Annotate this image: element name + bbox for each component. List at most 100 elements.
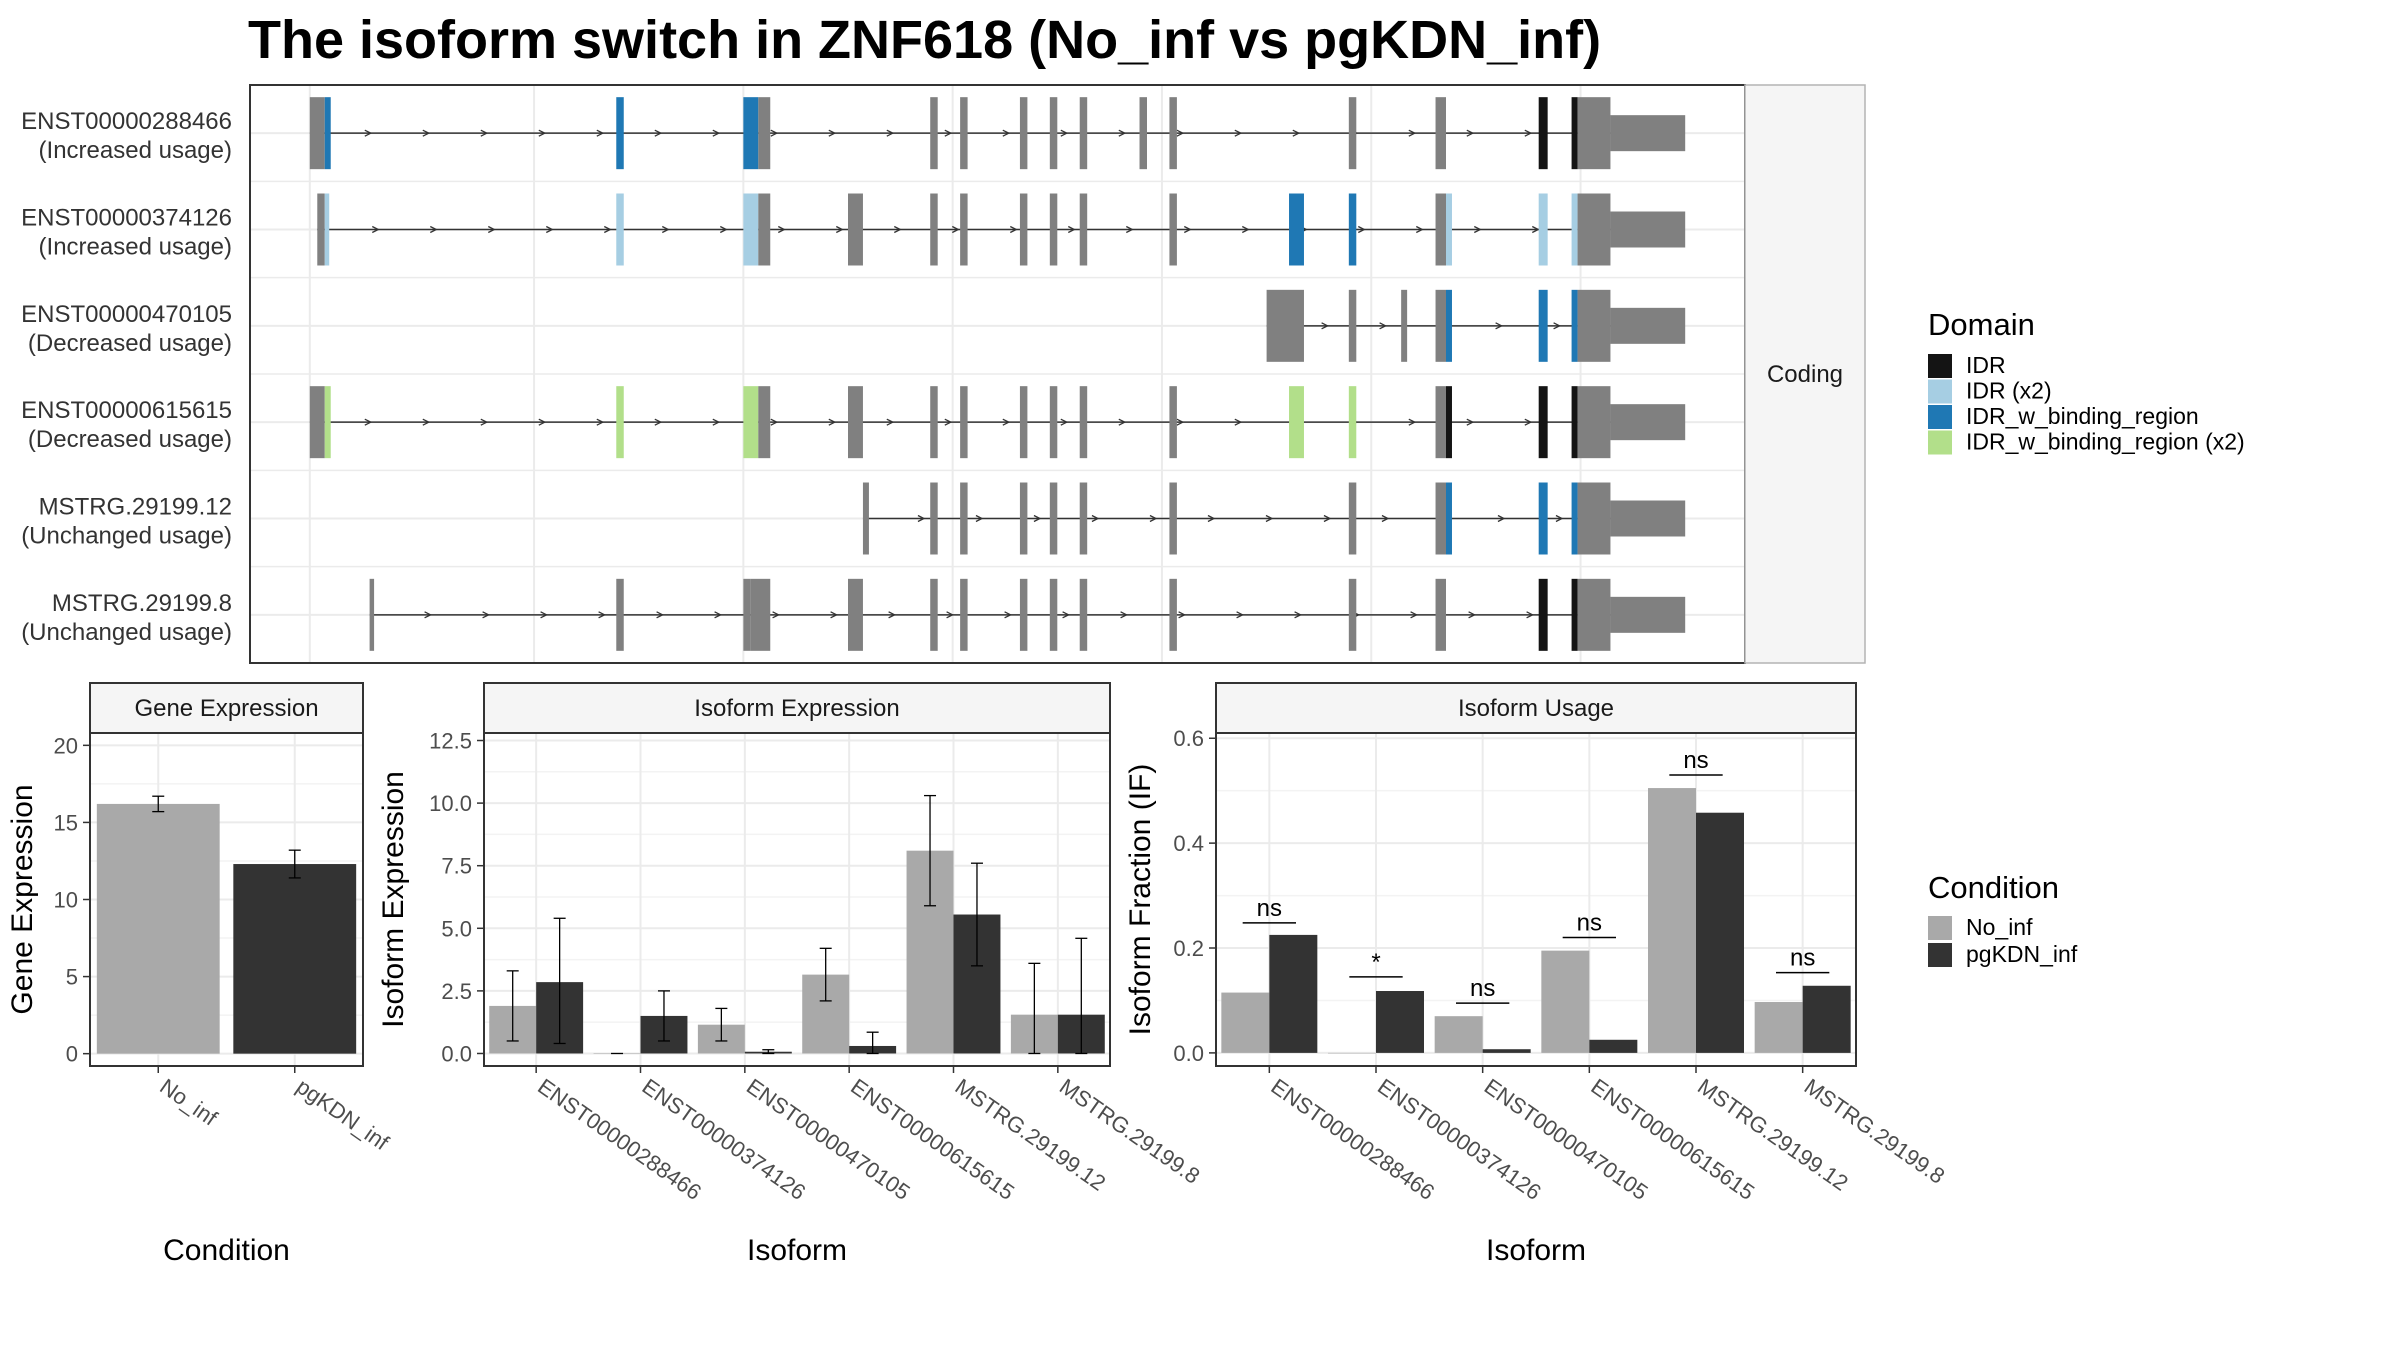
intron-arrow: [1234, 129, 1243, 137]
domain-legend-label: IDR_w_binding_region (x2): [1966, 429, 2245, 455]
y-tick-label: 12.5: [429, 729, 472, 754]
isoform-usage-label: (Increased usage): [39, 137, 232, 164]
intron-arrow: [1415, 225, 1424, 234]
exon-block: [1169, 386, 1177, 459]
isoform-track: [250, 565, 1745, 651]
intron-arrow: [1468, 611, 1477, 619]
bar: [1754, 1002, 1803, 1053]
utr-block: [1610, 211, 1686, 248]
domain-block: [616, 386, 624, 459]
y-tick-label: 0.0: [1173, 1041, 1204, 1066]
y-tick-label: 0.4: [1173, 831, 1204, 856]
exon-block: [960, 97, 968, 170]
intron-arrow: [1410, 611, 1419, 619]
exon-block: [1169, 578, 1177, 651]
significance-label: ns: [1257, 895, 1282, 922]
exon-block: [616, 578, 624, 651]
isoform-usage-label: (Unchanged usage): [21, 619, 232, 646]
exon-block: [930, 193, 938, 266]
y-tick-label: 5.0: [441, 916, 472, 941]
y-axis-title: Isoform Expression: [377, 771, 410, 1028]
intron-arrow: [1176, 418, 1185, 426]
exon-block: [743, 578, 751, 651]
isoform-track: [250, 276, 1745, 362]
isoform-expression-chart: 0.02.55.07.510.012.5ENST00000288466ENST0…: [377, 682, 1205, 1267]
domain-block: [1289, 386, 1304, 459]
bar: [1269, 934, 1318, 1053]
domain-block: [1289, 193, 1304, 266]
exon-block: [930, 386, 938, 459]
domain-block: [1348, 386, 1357, 459]
domain-legend-label: IDR (x2): [1966, 378, 2052, 404]
exon-block: [758, 193, 771, 266]
x-axis-title: Isoform: [747, 1234, 847, 1267]
intron-arrow: [661, 225, 670, 234]
y-tick-label: 0: [66, 1042, 78, 1067]
exon-block: [1079, 193, 1088, 266]
intron-arrow: [538, 418, 547, 426]
intron-arrow: [1002, 129, 1011, 137]
condition-legend-swatch: [1928, 916, 1952, 940]
intron-arrow: [770, 129, 779, 137]
domain-legend-title: Domain: [1928, 307, 2035, 342]
intron-arrow: [1379, 322, 1388, 330]
exon-block: [309, 386, 325, 459]
domain-legend-swatch: [1928, 354, 1952, 378]
intron-arrow: [422, 129, 431, 137]
domain-legend-swatch: [1928, 405, 1952, 429]
intron-arrow: [772, 611, 781, 619]
y-tick-label: 5: [66, 965, 78, 990]
y-tick-label: 2.5: [441, 979, 472, 1004]
domain-block: [616, 193, 624, 266]
intron-arrow: [886, 418, 895, 426]
intron-arrow: [1381, 514, 1390, 523]
intron-arrow: [1236, 611, 1245, 619]
isoform-track: [250, 373, 1745, 459]
isoform-usage-label: (Increased usage): [39, 234, 232, 261]
bar: [1589, 1039, 1638, 1053]
exon-block: [960, 482, 968, 555]
intron-arrow: [777, 225, 786, 234]
intron-arrow: [364, 418, 373, 426]
intron-arrow: [424, 611, 433, 619]
domain-block: [1446, 386, 1452, 459]
intron-arrow: [1408, 418, 1417, 426]
condition-legend-label: pgKDN_inf: [1966, 941, 2078, 967]
exon-block: [930, 97, 938, 170]
intron-arrow: [1125, 225, 1134, 234]
y-tick-label: 20: [54, 733, 78, 758]
exon-block: [1049, 482, 1058, 555]
exon-block: [1348, 289, 1357, 362]
intron-arrow: [830, 611, 839, 619]
intron-arrow: [656, 611, 665, 619]
domain-block: [1571, 289, 1578, 362]
intron-arrow: [1357, 225, 1366, 234]
intron-arrow: [1060, 129, 1069, 137]
exon-block: [1079, 578, 1088, 651]
facet-label: Coding: [1767, 361, 1843, 388]
exon-block: [862, 482, 869, 555]
intron-arrow: [1067, 225, 1076, 234]
intron-arrow: [1321, 322, 1330, 330]
intron-arrow: [1091, 514, 1100, 523]
figure-title: The isoform switch in ZNF618 (No_inf vs …: [248, 10, 1601, 70]
intron-arrow: [482, 611, 491, 619]
bar: [1482, 1049, 1531, 1053]
domain-block: [743, 386, 759, 459]
domain-block: [616, 97, 624, 170]
y-axis-title: Gene Expression: [6, 784, 39, 1014]
exon-block: [1348, 97, 1357, 170]
isoform-usage-label: (Decreased usage): [28, 330, 232, 357]
intron-arrow: [1183, 225, 1192, 234]
exon-block: [1435, 193, 1446, 266]
domain-block: [1446, 193, 1452, 266]
significance-label: ns: [1470, 975, 1495, 1002]
intron-arrow: [429, 225, 438, 234]
intron-arrow: [545, 225, 554, 234]
exon-block: [758, 97, 771, 170]
exon-block: [1435, 482, 1446, 555]
y-tick-label: 7.5: [441, 854, 472, 879]
intron-arrow: [1323, 514, 1332, 523]
significance-label: ns: [1577, 910, 1602, 937]
